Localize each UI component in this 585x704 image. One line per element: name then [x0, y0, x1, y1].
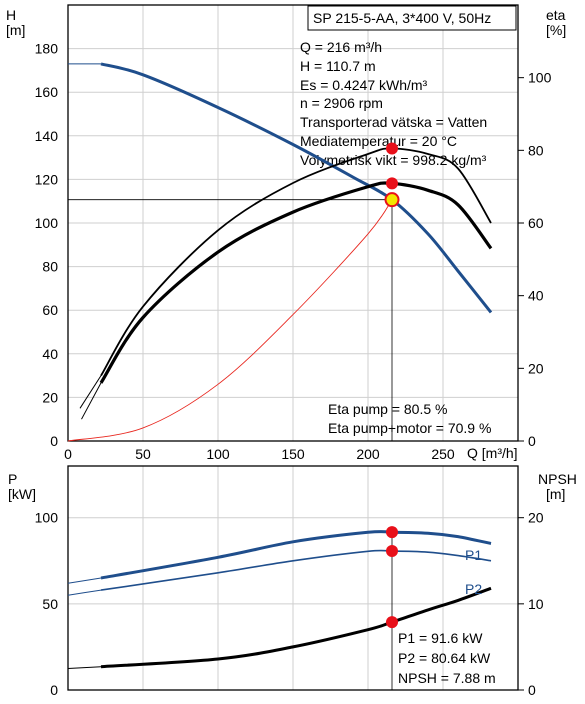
- eta-pump-curve: [100, 147, 492, 377]
- top-y-left-tick-label: 180: [35, 41, 59, 57]
- eta-pump-motor-duty-marker: [386, 177, 398, 190]
- bottom-y-right-unit: [m]: [546, 486, 565, 502]
- top-y-right-tick-label: 100: [528, 70, 552, 86]
- label-p1: P1: [465, 547, 482, 563]
- bottom-y-left-tick-label: 50: [42, 596, 58, 612]
- p2-curve: [100, 549, 492, 591]
- npsh-curve-extension: [67, 666, 102, 669]
- top-curves: [67, 62, 493, 442]
- bottom-curves: [67, 526, 492, 690]
- label-p2: P2: [465, 581, 482, 597]
- detail-h: H = 110.7 m: [300, 58, 376, 74]
- top-y-left-tick-label: 80: [42, 259, 58, 275]
- top-y-left-tick-label: 40: [42, 346, 58, 362]
- bottom-y-right-title: NPSH: [538, 471, 577, 487]
- top-y-right-tick-label: 20: [528, 360, 544, 376]
- detail-es: Es = 0.4247 kWh/m³: [300, 77, 428, 93]
- top-x-tick-label: 0: [64, 446, 72, 462]
- eta-pump-duty-marker: [386, 142, 398, 155]
- detail-density: Volymetrisk vikt = 998.2 kg/m³: [300, 152, 487, 168]
- duty-point-details: Q = 216 m³/h H = 110.7 m Es = 0.4247 kWh…: [300, 39, 487, 168]
- top-y-left-tick-label: 160: [35, 84, 59, 100]
- info-box: [307, 5, 517, 31]
- bottom-y-right-tick-label: 10: [528, 596, 544, 612]
- head-duty-marker: [384, 192, 400, 208]
- top-y-left-tick-label: 60: [42, 302, 58, 318]
- top-y-right-tick-label: 60: [528, 215, 544, 231]
- bottom-grid: [68, 466, 524, 691]
- top-x-axis-label: Q [m³/h]: [467, 445, 518, 461]
- top-x-tick-label: 200: [356, 446, 380, 462]
- top-y-right-tick-label: 80: [528, 142, 544, 158]
- top-x-tick-label: 150: [281, 446, 305, 462]
- eta-pump-motor-curve-extension: [81, 382, 102, 420]
- detail-p1: P1 = 91.6 kW: [398, 630, 483, 646]
- detail-n: n = 2906 rpm: [300, 95, 383, 111]
- top-x-tick-label: 250: [431, 446, 455, 462]
- detail-temp: Mediatemperatur = 20 °C: [300, 133, 457, 149]
- top-x-tick-label: 100: [206, 446, 230, 462]
- top-y-right-tick-label: 0: [528, 433, 536, 449]
- detail-p2: P2 = 80.64 kW: [398, 650, 491, 666]
- top-y-left-tick-label: 120: [35, 171, 59, 187]
- system-curve: [67, 199, 393, 442]
- npsh-duty-marker: [386, 616, 398, 629]
- bottom-details: P1 = 91.6 kW P2 = 80.64 kW NPSH = 7.88 m: [398, 630, 496, 686]
- p2-curve-extension: [67, 589, 102, 596]
- eta-pump-text: Eta pump = 80.5 %: [328, 401, 447, 417]
- top-y-right-unit: [%]: [546, 22, 566, 38]
- bottom-y-right-tick-label: 0: [528, 682, 536, 698]
- top-tick-labels: 0 50 100 150 200 250 0 20 40 60 80 100 120 140 160 180 0…: [35, 41, 552, 462]
- top-y-left-tick-label: 0: [50, 433, 58, 449]
- top-y-left-tick-label: 140: [35, 128, 59, 144]
- p2-duty-marker: [386, 545, 398, 558]
- detail-fluid: Transporterad vätska = Vatten: [300, 114, 487, 130]
- head-curve: [100, 62, 493, 314]
- bottom-y-right-tick-label: 20: [528, 510, 544, 526]
- p1-curve: [100, 530, 492, 580]
- info-box-text: SP 215-5-AA, 3*400 V, 50Hz: [313, 10, 491, 26]
- eta-pump-motor-curve: [99, 181, 493, 384]
- top-y-right-tick-label: 40: [528, 288, 544, 304]
- bottom-plot-frame: [67, 465, 519, 691]
- bottom-y-left-tick-label: 0: [50, 682, 58, 698]
- eta-pump-motor-text: Eta pump+motor = 70.9 %: [328, 420, 491, 436]
- top-y-right-title: eta: [546, 7, 566, 23]
- bottom-y-left-tick-label: 100: [35, 510, 59, 526]
- p1-duty-marker: [386, 526, 398, 539]
- bottom-tick-labels: 0 50 100 0 10 20: [35, 510, 544, 698]
- top-y-left-title: H: [6, 7, 16, 23]
- p1-curve-extension: [67, 577, 102, 584]
- top-y-left-tick-label: 100: [35, 215, 59, 231]
- top-plot-frame: [67, 4, 519, 442]
- detail-npsh: NPSH = 7.88 m: [398, 670, 496, 686]
- top-x-tick-label: 50: [135, 446, 151, 462]
- npsh-curve: [100, 586, 492, 669]
- bottom-y-left-title: P: [8, 471, 17, 487]
- bottom-y-left-unit: [kW]: [8, 486, 36, 502]
- top-y-left-unit: [m]: [6, 22, 25, 38]
- top-grid: [68, 5, 524, 442]
- eta-pump-curve-extension: [79, 375, 102, 409]
- top-y-left-tick-label: 20: [42, 389, 58, 405]
- detail-q: Q = 216 m³/h: [300, 39, 382, 55]
